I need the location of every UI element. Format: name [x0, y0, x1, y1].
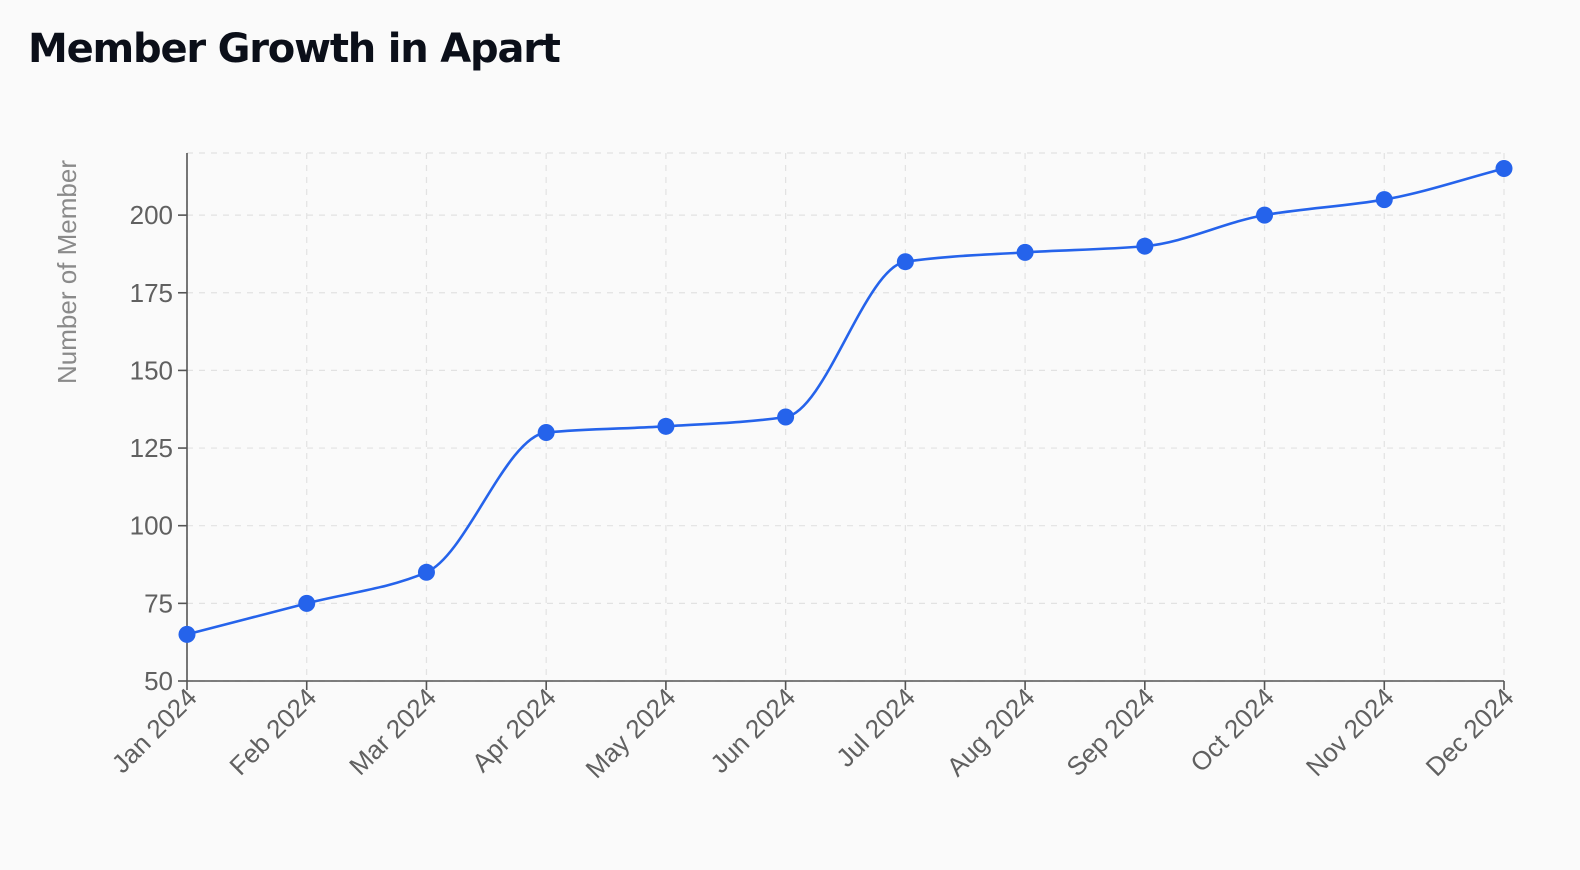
data-point[interactable]	[1016, 243, 1034, 261]
y-axis-label: Number of Member	[52, 160, 82, 384]
y-tick-label: 200	[130, 200, 173, 230]
data-point[interactable]	[896, 253, 914, 271]
x-tick-label: Mar 2024	[343, 682, 442, 781]
y-tick-label: 75	[144, 588, 173, 618]
series-members	[186, 167, 1505, 636]
data-point[interactable]	[298, 594, 316, 612]
data-point[interactable]	[1136, 237, 1154, 255]
y-tick-label: 50	[144, 666, 173, 696]
x-tick-label: Dec 2024	[1420, 682, 1520, 782]
data-point[interactable]	[657, 417, 675, 435]
axes	[186, 153, 1504, 682]
grid	[186, 152, 1505, 682]
x-tick-label: Aug 2024	[941, 682, 1041, 782]
y-tick-label: 100	[130, 511, 173, 541]
x-tick-label: Apr 2024	[466, 682, 562, 778]
data-point[interactable]	[777, 408, 795, 426]
data-point[interactable]	[537, 424, 555, 442]
x-axis-ticks: Jan 2024 Feb 2024 Mar 2024 Apr 2024 May 2024…	[106, 681, 1520, 784]
data-point[interactable]	[417, 563, 435, 581]
data-points	[178, 160, 1513, 643]
x-tick-label: Jan 2024	[106, 682, 203, 779]
data-point[interactable]	[1256, 206, 1274, 224]
data-point[interactable]	[1495, 160, 1513, 178]
x-tick-label: Jun 2024	[704, 682, 801, 779]
y-tick-label: 125	[130, 433, 173, 463]
x-tick-label: Sep 2024	[1060, 682, 1160, 782]
x-tick-label: Oct 2024	[1184, 682, 1280, 778]
data-point[interactable]	[1375, 191, 1393, 209]
chart-title: Member Growth in Apart	[28, 26, 561, 72]
y-tick-label: 150	[130, 355, 173, 385]
data-point[interactable]	[178, 625, 196, 643]
y-tick-label: 175	[130, 278, 173, 308]
x-tick-label: May 2024	[580, 682, 682, 784]
x-tick-label: Nov 2024	[1300, 682, 1400, 782]
x-tick-label: Feb 2024	[223, 682, 322, 781]
series-line	[186, 167, 1505, 636]
y-axis-ticks: 50 75 100 125 150 175 200	[130, 200, 187, 696]
x-tick-label: Jul 2024	[830, 682, 921, 773]
